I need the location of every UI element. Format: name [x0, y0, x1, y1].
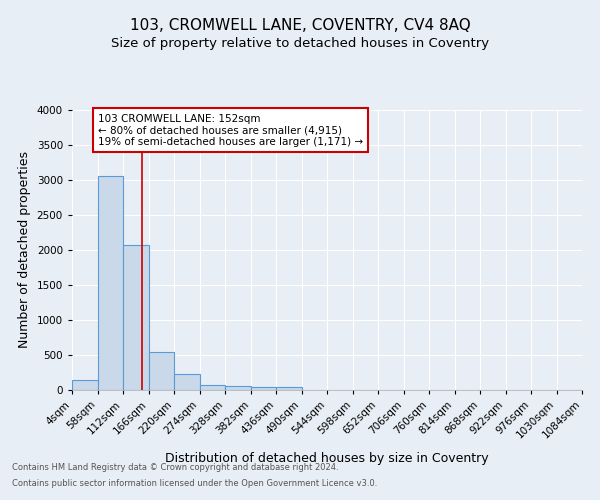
Bar: [123, 244, 149, 390]
Text: 103, CROMWELL LANE, COVENTRY, CV4 8AQ: 103, CROMWELL LANE, COVENTRY, CV4 8AQ: [130, 18, 470, 32]
Bar: [200, 385, 225, 390]
Bar: [72, 380, 97, 390]
Text: 103 CROMWELL LANE: 152sqm
← 80% of detached houses are smaller (4,915)
19% of se: 103 CROMWELL LANE: 152sqm ← 80% of detac…: [98, 114, 363, 146]
Bar: [251, 386, 276, 390]
Bar: [225, 386, 251, 390]
Y-axis label: Number of detached properties: Number of detached properties: [18, 152, 31, 348]
Bar: [174, 374, 199, 390]
Text: Contains public sector information licensed under the Open Government Licence v3: Contains public sector information licen…: [12, 478, 377, 488]
Text: Contains HM Land Registry data © Crown copyright and database right 2024.: Contains HM Land Registry data © Crown c…: [12, 464, 338, 472]
X-axis label: Distribution of detached houses by size in Coventry: Distribution of detached houses by size …: [165, 452, 489, 464]
Bar: [276, 386, 302, 390]
Text: Size of property relative to detached houses in Coventry: Size of property relative to detached ho…: [111, 38, 489, 51]
Bar: [149, 352, 174, 390]
Bar: [97, 176, 123, 390]
